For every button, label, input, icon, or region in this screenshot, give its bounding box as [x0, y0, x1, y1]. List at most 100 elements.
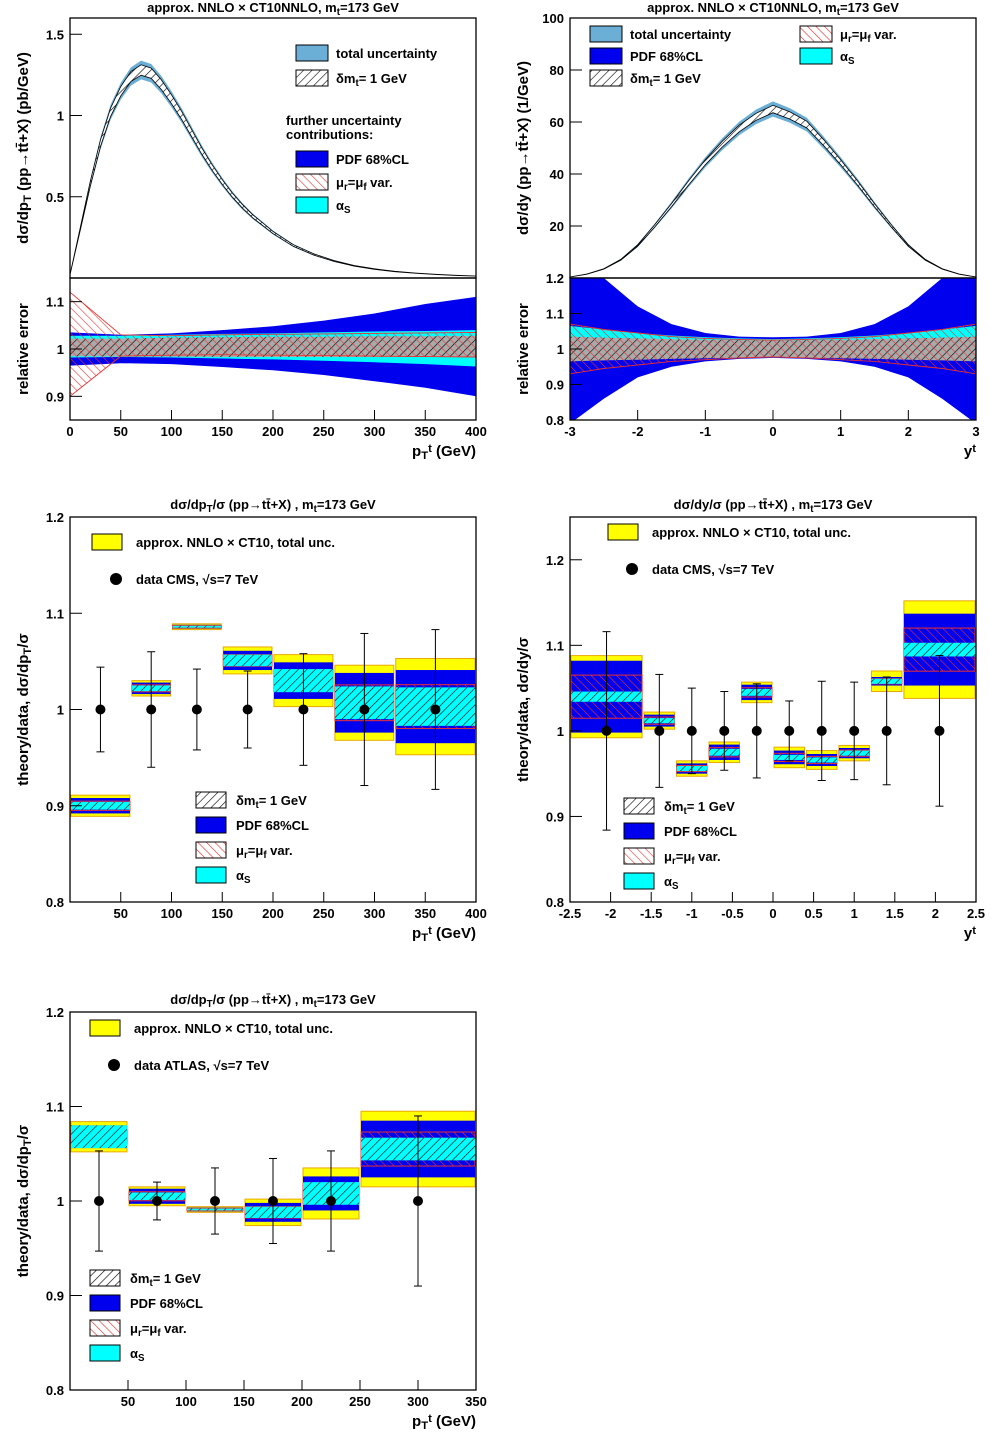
data-point [146, 704, 157, 715]
x-tick-label: -3 [564, 424, 576, 439]
legend-label: approx. NNLO × CT10, total unc. [136, 535, 335, 550]
legend-label: μr=μf var. [130, 1321, 187, 1339]
x-tick-label: 350 [414, 424, 436, 439]
bin-mass-box [903, 642, 975, 657]
y-tick-label: 1 [57, 109, 64, 124]
legend-label: μr=μf var. [664, 849, 721, 867]
legend-swatch-yellow [89, 1019, 121, 1037]
data-point [95, 704, 106, 715]
legend-data-marker [108, 1059, 120, 1071]
chart-title: dσ/dy/σ (pp→tt̄+X) , mt=173 GeV [674, 497, 873, 515]
legend-header: contributions: [286, 127, 373, 142]
legend-label: δmt= 1 GeV [664, 799, 735, 817]
y-axis-label: dσ/dy (pp→tt̄+X) (1/GeV) [515, 61, 532, 235]
x-tick-label: 1 [851, 906, 858, 921]
x-tick-label: 50 [114, 424, 128, 439]
data-point [430, 704, 441, 715]
x-tick-label: 50 [114, 906, 128, 921]
x-tick-label: 150 [211, 424, 233, 439]
y-axis-label: relative error [515, 303, 532, 395]
x-tick-label: 300 [407, 1394, 429, 1409]
rel-bands [570, 278, 976, 420]
x-tick-label: 300 [364, 424, 386, 439]
legend-label: data CMS, √s=7 TeV [652, 562, 774, 577]
data-point [359, 704, 370, 715]
legend-data-marker [110, 573, 122, 585]
y-axis-label: theory/data, dσ/dy/σ [515, 637, 532, 782]
data-point [654, 725, 665, 736]
legend-swatch-alphas [195, 866, 227, 884]
x-tick-label: 100 [161, 906, 183, 921]
legend-swatch-mass [89, 1269, 121, 1287]
legend-swatch-yellow [607, 523, 639, 541]
data-point [934, 725, 945, 736]
y-tick-label: 1 [57, 703, 64, 718]
scale-band [70, 291, 476, 397]
x-tick-label: 400 [465, 906, 487, 921]
legend-label: δmt= 1 GeV [336, 71, 407, 89]
data-point [268, 1196, 278, 1206]
x-axis-label: pTt (GeV) [412, 925, 476, 945]
data-point [686, 725, 697, 736]
x-tick-label: 350 [465, 1394, 487, 1409]
y-tick-label: 1.2 [546, 271, 564, 286]
mass-uncertainty-band [569, 104, 977, 278]
chart-title: dσ/dpT/σ (pp→tt̄+X) , mt=173 GeV [170, 497, 376, 515]
legend-swatch-total [589, 25, 623, 43]
y-tick-label: 0.8 [46, 895, 64, 910]
legend-swatch-alphas [799, 47, 833, 65]
legend-swatch-pdf [295, 150, 329, 168]
legend-swatch-total [295, 44, 329, 62]
total-uncertainty-band [70, 60, 476, 277]
x-tick-label: 250 [313, 424, 335, 439]
y-tick-label: 1 [557, 724, 564, 739]
legend-label: PDF 68%CL [130, 1296, 203, 1311]
data-point [719, 725, 730, 736]
x-tick-label: 2.5 [967, 906, 985, 921]
x-axis-label: yt [964, 443, 976, 460]
legend-label: μr=μf var. [336, 175, 393, 193]
x-tick-label: 250 [349, 1394, 371, 1409]
legend-label: δmt= 1 GeV [130, 1271, 201, 1289]
legend-label: μr=μf var. [236, 843, 293, 861]
legend-swatch-mass [589, 69, 623, 87]
y-tick-label: 1.5 [46, 27, 64, 42]
legend-data-marker [626, 563, 638, 575]
x-tick-label: -0.5 [721, 906, 743, 921]
y-axis-label: theory/data, dσ/dpT/σ [15, 1125, 34, 1277]
chart-title: dσ/dpT/σ (pp→tt̄+X) , mt=173 GeV [170, 992, 376, 1010]
legend-swatch-scale [89, 1319, 121, 1337]
x-tick-label: 1 [837, 424, 844, 439]
y-tick-label: 1.1 [46, 606, 64, 621]
legend-swatch-yellow [91, 533, 123, 551]
x-tick-label: 3 [972, 424, 979, 439]
y-tick-label: 0.9 [46, 1289, 64, 1304]
data-point [210, 1196, 220, 1206]
x-axis-label: pTt (GeV) [412, 1413, 476, 1433]
legend-swatch-mass [295, 69, 329, 87]
chart-title: approx. NNLO × CT10NNLO, mt=173 GeV [147, 0, 399, 18]
data-point [242, 704, 253, 715]
x-tick-label: -2 [605, 906, 617, 921]
x-tick-label: 400 [465, 424, 487, 439]
bin-mass-box [172, 625, 222, 628]
legend-swatch-pdf [195, 816, 227, 834]
legend-swatch-alphas [623, 872, 655, 890]
mass-uncertainty-band [69, 64, 477, 277]
mass-band-bg [70, 64, 476, 277]
y-tick-label: 1 [557, 342, 564, 357]
legend-label: μr=μf var. [840, 27, 897, 45]
data-point [784, 725, 795, 736]
legend-label: αS [840, 49, 855, 67]
y-tick-label: 1 [57, 342, 64, 357]
y-tick-label: 1.2 [546, 553, 564, 568]
y-tick-label: 40 [550, 167, 564, 182]
x-tick-label: -1 [700, 424, 712, 439]
y-tick-label: 1.1 [546, 307, 564, 322]
y-tick-label: 1.1 [46, 1100, 64, 1115]
x-tick-label: 2 [932, 906, 939, 921]
y-axis-label: relative error [15, 303, 32, 395]
x-tick-label: 200 [291, 1394, 313, 1409]
x-tick-label: 1.5 [886, 906, 904, 921]
x-tick-label: 0.5 [805, 906, 823, 921]
